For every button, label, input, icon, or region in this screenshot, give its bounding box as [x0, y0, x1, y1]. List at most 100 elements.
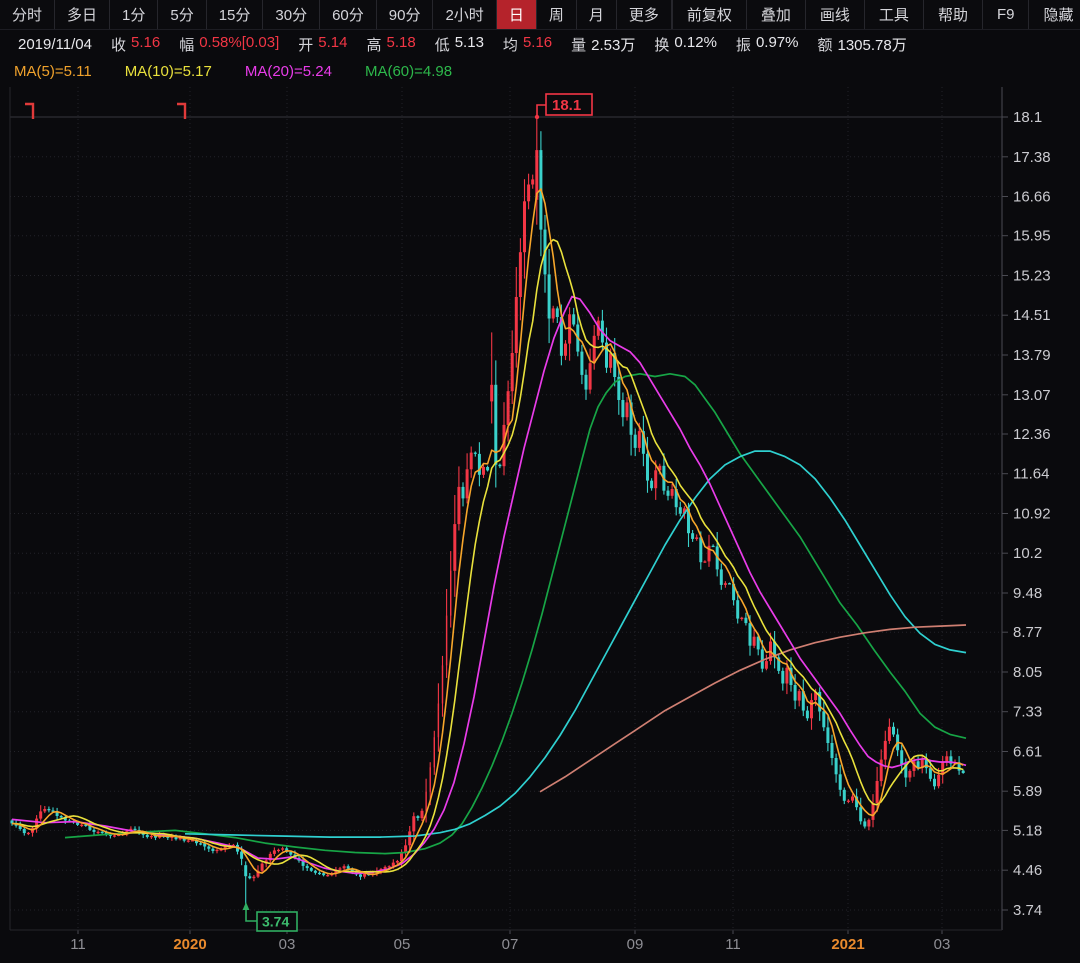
- info-field-label: 开: [298, 36, 314, 54]
- corner-bracket-annotation: [25, 102, 35, 119]
- info-field-value: 5.16: [130, 33, 161, 51]
- toolbar-button[interactable]: 前复权: [673, 0, 747, 29]
- y-axis-label: 16.66: [1013, 189, 1051, 206]
- info-field: 低 5.13: [435, 34, 484, 55]
- y-axis-label: 13.79: [1013, 347, 1051, 364]
- y-axis-label: 4.46: [1013, 862, 1042, 879]
- y-axis-label: 5.18: [1013, 822, 1042, 839]
- period-tab[interactable]: 5分: [158, 0, 207, 29]
- y-axis-label: 3.74: [1013, 902, 1042, 919]
- toolbar-button[interactable]: 隐藏: [1029, 0, 1080, 29]
- ma-line: [539, 624, 967, 793]
- info-field: 高 5.18: [366, 34, 415, 55]
- period-tab[interactable]: 90分: [377, 0, 434, 29]
- y-axis-label: 18.1: [1013, 109, 1042, 126]
- ma-line: [184, 450, 967, 838]
- info-field: 开 5.14: [298, 34, 347, 55]
- y-axis-label: 17.38: [1013, 149, 1051, 166]
- ma-line: [11, 238, 964, 873]
- x-axis-label: 05: [394, 936, 411, 953]
- y-axis-label: 8.77: [1013, 624, 1042, 641]
- info-bar: 2019/11/04 收 5.16 幅 0.58%[0.03] 开 5.14 高 5.18 低 5…: [0, 30, 1080, 58]
- info-field-value: 0.97%: [755, 33, 799, 51]
- info-field-label: 均: [502, 36, 518, 54]
- period-tab[interactable]: 分时: [0, 0, 56, 29]
- info-field-value: 0.12%: [674, 33, 717, 51]
- period-tab[interactable]: 2小时: [433, 0, 497, 29]
- svg-text:18.1: 18.1: [552, 97, 581, 114]
- y-axis-label: 11.64: [1013, 466, 1049, 483]
- period-tabs: 分时 多日 1分 5分 15分 30分 60分 90分 2小时日周月更多: [0, 0, 672, 29]
- info-field: 量 2.53万: [571, 34, 635, 55]
- info-field-value: 2.53万: [591, 36, 636, 54]
- grid-layer: 18.1 17.38 16.66 15.95 15.23 14.51 13.79 13.07 1…: [10, 87, 1051, 953]
- info-field-label: 量: [571, 36, 587, 54]
- y-axis-label: 6.61: [1013, 744, 1042, 761]
- ma-legend-item: MA(60)=4.98: [364, 63, 453, 80]
- toolbar-button[interactable]: 帮助: [924, 0, 983, 29]
- x-axis-label: 11: [70, 936, 86, 953]
- y-axis-label: 13.07: [1013, 387, 1051, 404]
- ma-legend-item: MA(5)=5.11: [14, 63, 92, 80]
- period-tab[interactable]: 60分: [320, 0, 377, 29]
- info-field-value: 0.58%[0.03]: [199, 33, 280, 51]
- info-field-value: 1305.78万: [837, 36, 907, 54]
- period-tab[interactable]: 更多: [617, 0, 672, 29]
- ma-line: [64, 372, 967, 855]
- x-axis-label: 03: [934, 936, 951, 953]
- period-tab[interactable]: 多日: [55, 0, 111, 29]
- x-axis-label: 2021: [831, 936, 864, 953]
- info-field-label: 幅: [179, 36, 195, 54]
- info-field-label: 换: [654, 36, 670, 54]
- info-field-label: 高: [366, 36, 382, 54]
- ma-line: [11, 188, 964, 876]
- toolbar-actions: 前复权 叠加 画线 工具 帮助 F9 隐藏: [673, 0, 1080, 29]
- period-tab[interactable]: 15分: [207, 0, 264, 29]
- ma-legend-item: MA(10)=5.17: [124, 63, 212, 80]
- low-annotation: 3.74: [242, 902, 298, 932]
- x-axis-label: 07: [502, 936, 519, 953]
- high-annotation: 18.1: [534, 93, 593, 120]
- period-tab[interactable]: 月: [577, 0, 617, 29]
- info-field-label: 收: [110, 36, 126, 54]
- y-axis-label: 8.05: [1013, 664, 1042, 681]
- info-field: 幅 0.58%[0.03]: [179, 34, 279, 55]
- candles-layer: [10, 117, 965, 910]
- info-field-label: 额: [817, 36, 833, 54]
- info-field-label: 低: [434, 36, 450, 54]
- info-field: 振 0.97%: [736, 34, 799, 55]
- info-fields: 收 5.16 幅 0.58%[0.03] 开 5.14 高 5.18 低 5.13 均 5.16 量 2.…: [111, 34, 907, 55]
- toolbar-button[interactable]: F9: [983, 0, 1030, 29]
- date-label: 2019/11/04: [18, 35, 92, 53]
- candlestick-chart[interactable]: 18.1 17.38 16.66 15.95 15.23 14.51 13.79 13.07 1…: [0, 85, 1080, 958]
- y-axis-label: 5.89: [1013, 783, 1042, 800]
- y-axis-label: 15.95: [1013, 228, 1051, 245]
- x-axis-label: 2020: [173, 936, 206, 953]
- x-axis-label: 09: [627, 936, 644, 953]
- tabbar-gap: [671, 0, 673, 29]
- corner-bracket-annotation: [177, 102, 187, 119]
- period-tab[interactable]: 周: [537, 0, 577, 29]
- toolbar-button[interactable]: 画线: [806, 0, 865, 29]
- y-axis-label: 7.33: [1013, 704, 1042, 721]
- x-axis-label: 11: [725, 936, 741, 953]
- period-tab[interactable]: 1分: [110, 0, 159, 29]
- info-field-value: 5.16: [522, 33, 553, 51]
- info-field: 额 1305.78万: [817, 34, 906, 55]
- period-tab[interactable]: 日: [496, 0, 537, 29]
- info-field-value: 5.18: [386, 33, 416, 51]
- period-tabbar: 分时 多日 1分 5分 15分 30分 60分 90分 2小时日周月更多 前复权 叠加 画线 工具 帮助…: [0, 0, 1080, 30]
- y-axis-label: 14.51: [1013, 307, 1051, 324]
- ma-line: [11, 295, 967, 875]
- y-axis-label: 10.2: [1013, 545, 1042, 562]
- toolbar-button[interactable]: 工具: [865, 0, 924, 29]
- chart-area[interactable]: 18.1 17.38 16.66 15.95 15.23 14.51 13.79 13.07 1…: [0, 85, 1080, 958]
- ma-legend-item: MA(20)=5.24: [244, 63, 332, 80]
- toolbar-button[interactable]: 叠加: [747, 0, 806, 29]
- ma-legend: MA(5)=5.11 MA(10)=5.17 MA(20)=5.24 MA(60)=4…: [0, 58, 1080, 85]
- x-axis-label: 03: [279, 936, 296, 953]
- period-tab[interactable]: 30分: [263, 0, 321, 29]
- info-field-value: 5.14: [318, 33, 348, 51]
- info-field: 均 5.16: [503, 34, 552, 55]
